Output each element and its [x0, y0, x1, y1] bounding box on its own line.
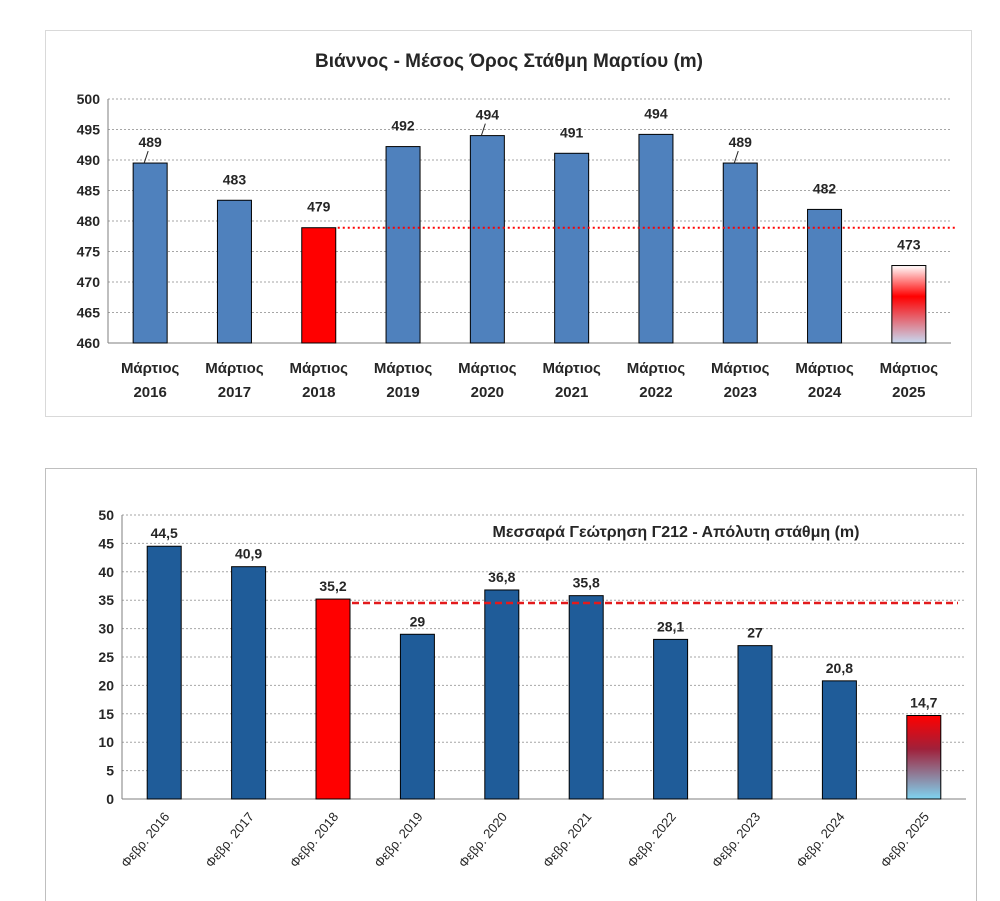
data-label: 27	[747, 625, 763, 641]
data-label: 492	[391, 118, 415, 134]
data-label: 40,9	[235, 546, 262, 562]
x-tick-label: Μάρτιος	[290, 360, 349, 377]
data-label: 473	[897, 237, 921, 253]
bar	[484, 589, 520, 800]
x-tick-label: Μάρτιος	[121, 360, 180, 377]
data-label: 36,8	[488, 569, 515, 585]
bar	[231, 566, 267, 800]
x-tick-label: 2017	[218, 384, 251, 401]
x-tick-label: Μάρτιος	[374, 360, 433, 377]
x-tick-label: Φεβρ. 2024	[793, 809, 848, 870]
y-tick-label: 30	[98, 621, 114, 637]
x-tick-label: Φεβρ. 2017	[202, 809, 257, 870]
bar	[554, 152, 590, 344]
x-tick-label: 2022	[639, 384, 672, 401]
y-tick-label: 15	[98, 706, 114, 722]
x-tick-label: Φεβρ. 2019	[371, 809, 426, 870]
data-label: 14,7	[910, 695, 937, 711]
x-tick-label: Φεβρ. 2025	[877, 809, 932, 870]
bar	[146, 545, 182, 800]
bar	[132, 162, 168, 344]
x-tick-label: Φεβρ. 2020	[455, 809, 510, 870]
bar	[737, 645, 773, 800]
x-tick-label: 2016	[133, 384, 166, 401]
y-tick-label: 45	[98, 535, 114, 551]
x-tick-label: Μάρτιος	[458, 360, 517, 377]
y-tick-label: 480	[77, 213, 101, 229]
data-label: 44,5	[151, 525, 178, 541]
data-label: 489	[138, 134, 162, 150]
x-tick-label: 2018	[302, 384, 335, 401]
x-tick-label: 2023	[724, 384, 757, 401]
data-label: 479	[307, 199, 331, 215]
chart-panel-messara: Μεσσαρά Γεώτρηση Γ212 - Απόλυτη στάθμη (…	[45, 468, 977, 901]
x-tick-label: 2019	[386, 384, 419, 401]
x-tick-label: 2025	[892, 384, 925, 401]
y-tick-label: 470	[77, 274, 101, 290]
y-tick-label: 0	[106, 791, 114, 807]
x-tick-label: Φεβρ. 2018	[287, 809, 342, 870]
y-tick-label: 495	[77, 122, 101, 138]
label-leader	[733, 150, 739, 164]
data-label: 28,1	[657, 618, 684, 634]
x-tick-label: 2021	[555, 384, 588, 401]
y-tick-label: 465	[77, 305, 101, 321]
bar	[469, 135, 505, 344]
y-tick-label: 20	[98, 677, 114, 693]
x-tick-label: 2020	[471, 384, 504, 401]
bar	[568, 595, 604, 800]
data-label: 491	[560, 124, 584, 140]
label-leader	[480, 123, 486, 136]
chart-title: Βιάννος - Μέσος Όρος Στάθμη Μαρτίου (m)	[315, 51, 703, 72]
x-tick-label: Μάρτιος	[711, 360, 770, 377]
y-tick-label: 10	[98, 734, 114, 750]
data-label: 483	[223, 171, 247, 187]
y-tick-label: 40	[98, 564, 114, 580]
data-label: 494	[644, 105, 668, 121]
bar	[315, 598, 351, 800]
y-tick-label: 500	[77, 91, 101, 107]
bar	[301, 227, 337, 344]
x-tick-label: 2024	[808, 384, 842, 401]
bar	[807, 208, 843, 344]
bar	[906, 715, 942, 800]
bar	[638, 133, 674, 344]
bar	[891, 265, 927, 344]
data-label: 29	[410, 613, 426, 629]
x-tick-label: Φεβρ. 2023	[709, 809, 764, 870]
chart-panel-vianos: Βιάννος - Μέσος Όρος Στάθμη Μαρτίου (m) …	[45, 30, 972, 417]
y-tick-label: 485	[77, 183, 101, 199]
bar	[821, 680, 857, 800]
data-label: 35,2	[319, 578, 346, 594]
data-label: 482	[813, 180, 837, 196]
x-tick-label: Μάρτιος	[205, 360, 264, 377]
bar	[399, 633, 435, 800]
data-label: 494	[476, 107, 500, 123]
y-tick-label: 5	[106, 763, 114, 779]
x-tick-label: Φεβρ. 2016	[118, 809, 173, 870]
x-tick-label: Μάρτιος	[880, 360, 939, 377]
messara-chart: Μεσσαρά Γεώτρηση Γ212 - Απόλυτη στάθμη (…	[98, 507, 966, 870]
y-tick-label: 460	[77, 335, 101, 351]
x-tick-label: Φεβρ. 2021	[540, 809, 595, 870]
data-label: 20,8	[826, 660, 853, 676]
vianos-chart: Βιάννος - Μέσος Όρος Στάθμη Μαρτίου (m) …	[77, 51, 956, 401]
bar	[216, 199, 252, 344]
bar	[653, 638, 689, 800]
x-tick-label: Μάρτιος	[542, 360, 601, 377]
y-tick-label: 50	[98, 507, 114, 523]
y-tick-label: 490	[77, 152, 101, 168]
data-label: 489	[729, 134, 753, 150]
y-tick-label: 25	[98, 649, 114, 665]
y-tick-label: 475	[77, 244, 101, 260]
chart-title: Μεσσαρά Γεώτρηση Γ212 - Απόλυτη στάθμη (…	[493, 524, 860, 541]
y-tick-label: 35	[98, 592, 114, 608]
x-tick-label: Μάρτιος	[795, 360, 854, 377]
label-leader	[143, 150, 149, 164]
bar	[385, 146, 421, 344]
x-tick-label: Φεβρ. 2022	[624, 809, 679, 870]
bar	[722, 162, 758, 344]
x-tick-label: Μάρτιος	[627, 360, 686, 377]
data-label: 35,8	[573, 575, 600, 591]
